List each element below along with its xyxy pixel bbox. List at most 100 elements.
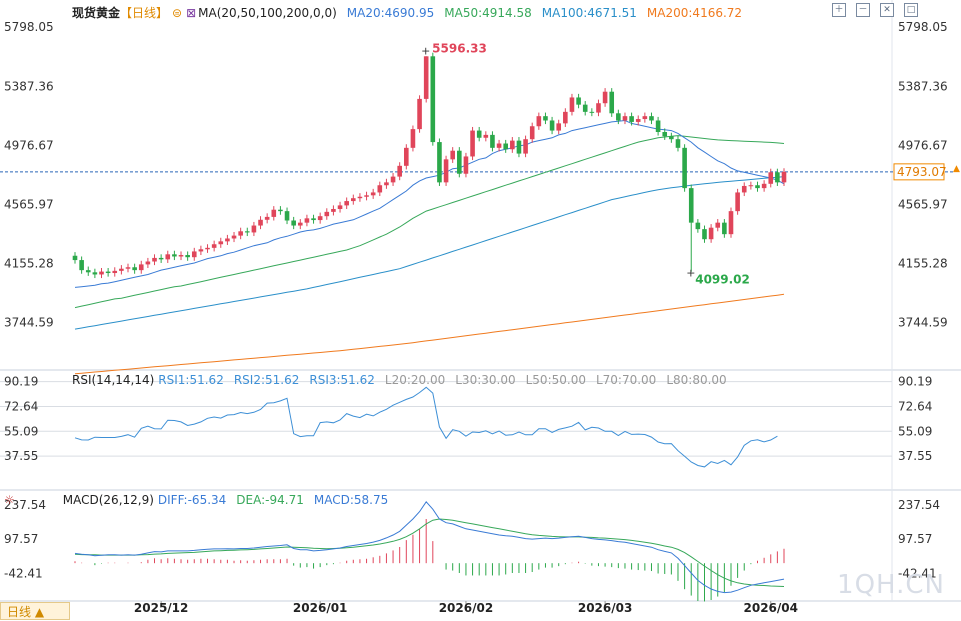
candle-body [271,209,277,217]
candle-body [410,129,416,148]
candle-body [669,136,674,140]
macd-tick-label-right: 97.57 [898,532,932,546]
candle-body [218,241,224,245]
macd-tick-label-left: 237.54 [4,498,46,512]
rsi-tick-label-left: 72.64 [4,399,38,413]
candle-body [529,126,535,140]
period-button[interactable]: 日线 ▲ [0,602,70,620]
candle-body [483,134,489,138]
candle-body [311,218,316,221]
maximize-icon[interactable]: □ [904,3,918,17]
candle-body [79,260,84,271]
candle-body [145,261,151,265]
watermark: 1QH.CN [837,570,945,600]
candle-body [225,238,230,242]
y-tick-label-left: 5387.36 [4,79,54,93]
macd-tick-label-right: -42.41 [898,567,937,581]
minus-icon[interactable]: － [856,3,870,17]
candle-body [152,257,157,262]
candle-body [682,147,687,189]
last-price-label: 4793.07 [897,165,947,179]
settings-icon[interactable]: ⊜ [172,6,183,20]
period-label: 【日线】 [120,6,169,20]
candle-body [238,231,243,236]
diff-line [74,500,785,594]
candle-body [138,264,144,271]
candle-body [582,104,588,112]
candle-body [622,116,628,121]
ma50-value: MA50:4914.58 [444,6,532,20]
candle-body [629,116,634,122]
candle-body [258,219,263,226]
candle-body [404,147,409,166]
candle-body [337,205,343,209]
candle-body [741,185,747,193]
candle-body [755,185,760,189]
candle-body [616,113,621,121]
candle-body [317,216,323,221]
y-tick-label-left: 3744.59 [4,316,54,330]
candle-body [211,244,217,248]
rsi3-value: RSI3:51.62 [309,373,375,387]
candle-body [284,211,290,221]
candle-body [364,195,369,197]
candle-body [423,56,429,99]
ma-indicator-icon[interactable]: ⊠ [186,6,197,20]
candle-body [231,235,237,239]
symbol-label: 现货黄金 [72,6,121,20]
candle-body [443,159,449,183]
y-tick-label-right: 4565.97 [898,198,948,212]
candle-body [397,165,402,177]
candle-body [722,222,727,235]
macd-legend: ☼ MACD(26,12,9) DIFF:-65.34 DEA:-94.71 MACD:… [4,493,398,507]
ma20-value: MA20:4690.95 [346,6,435,20]
candle-body [781,171,787,183]
candle-body [688,188,694,223]
y-tick-label-right: 5387.36 [898,79,948,93]
dea-value: DEA:-94.71 [236,493,304,507]
candle-body [523,139,528,154]
rsi-tick-label-right: 90.19 [898,375,932,389]
candle-body [463,156,469,174]
rsi-line [74,386,778,468]
ma20-line [74,119,785,288]
candle-body [297,222,303,226]
plus-icon[interactable]: ＋ [832,3,846,17]
candle-body [105,271,111,274]
candle-body [430,56,436,143]
candle-body [602,91,608,104]
l80-value: L80:80.00 [666,373,727,387]
candle-body [768,172,774,184]
candle-body [264,216,270,220]
candle-body [675,139,681,148]
close-icon[interactable]: ✕ [880,3,894,17]
rsi1-value: RSI1:51.62 [158,373,224,387]
candle-body [761,183,767,189]
main-legend: 现货黄金【日线】 ⊜ ⊠ MA(20,50,100,200,0,0) MA20:4690… [72,4,752,21]
gear-icon[interactable]: ☼ [4,493,15,507]
candle-body [417,98,422,130]
candle-body [278,209,283,212]
candle-body [748,185,754,187]
y-tick-label-right: 4976.67 [898,138,948,152]
candle-body [695,222,701,230]
candle-body [496,143,502,148]
candle-body [99,271,104,275]
x-tick-label: 2026/04 [744,601,798,615]
candle-body [450,150,455,160]
candle-body [112,270,118,274]
candle-body [205,247,210,250]
candle-body [191,251,197,258]
candle-body [384,182,389,186]
y-tick-label-left: 4976.67 [4,138,54,152]
rsi-tick-label-right: 72.64 [898,399,932,413]
rsi-tick-label-left: 37.55 [4,449,38,463]
candle-body [516,140,522,154]
candle-body [291,220,296,226]
max-price-label: 5596.33 [432,41,487,55]
x-tick-label: 2025/12 [134,601,188,615]
ma100-line [74,176,785,330]
max-marker: + [421,44,430,57]
candle-body [324,211,330,217]
